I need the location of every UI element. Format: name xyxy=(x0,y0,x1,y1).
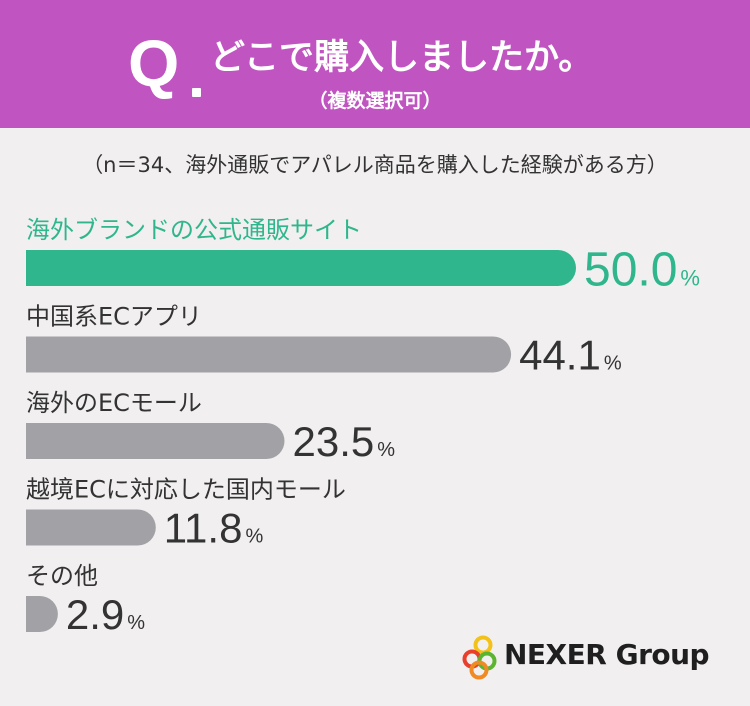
category-label: 海外ブランドの公式通販サイト xyxy=(26,216,362,244)
category-label: 海外のECモール xyxy=(26,389,202,417)
value-number: 11.8 xyxy=(164,505,243,552)
value-label: 2.9% xyxy=(66,591,145,638)
value-number: 44.1 xyxy=(519,332,601,379)
bar xyxy=(26,509,156,546)
question-text: どこで購入しましたか。 xyxy=(210,38,594,78)
q-dot xyxy=(192,88,201,97)
logo-text: NEXER Group xyxy=(504,638,710,671)
value-label: 50.0% xyxy=(584,243,700,296)
value-unit: % xyxy=(604,353,622,375)
value-label: 11.8% xyxy=(164,505,264,552)
bar xyxy=(26,250,576,286)
value-number: 50.0 xyxy=(584,243,677,296)
value-unit: % xyxy=(127,612,145,634)
bar xyxy=(26,596,58,632)
value-number: 2.9 xyxy=(66,591,124,638)
logo-rings-icon xyxy=(462,635,497,680)
value-unit: % xyxy=(680,265,700,290)
value-unit: % xyxy=(377,439,395,461)
value-unit: % xyxy=(245,526,263,548)
bar xyxy=(26,336,512,373)
value-label: 23.5% xyxy=(293,418,396,465)
question-note: （複数選択可） xyxy=(308,90,442,112)
question-header: Q どこで購入しましたか。 （複数選択可） xyxy=(0,0,750,128)
nexer-logo: NEXER Group xyxy=(452,632,732,680)
chart-subtitle: （n＝34、海外通販でアパレル商品を購入した経験がある方） xyxy=(82,153,668,177)
q-mark: Q xyxy=(128,26,179,100)
category-label: 中国系ECアプリ xyxy=(26,303,202,331)
category-label: その他 xyxy=(26,562,98,590)
value-number: 23.5 xyxy=(293,418,375,465)
value-label: 44.1% xyxy=(519,332,622,379)
category-label: 越境ECに対応した国内モール xyxy=(26,476,346,504)
bar xyxy=(26,423,285,459)
